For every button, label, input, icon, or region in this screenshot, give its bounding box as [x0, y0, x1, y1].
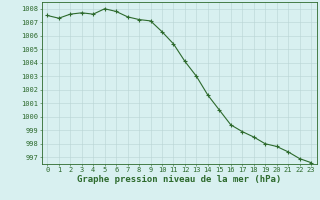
X-axis label: Graphe pression niveau de la mer (hPa): Graphe pression niveau de la mer (hPa): [77, 175, 281, 184]
